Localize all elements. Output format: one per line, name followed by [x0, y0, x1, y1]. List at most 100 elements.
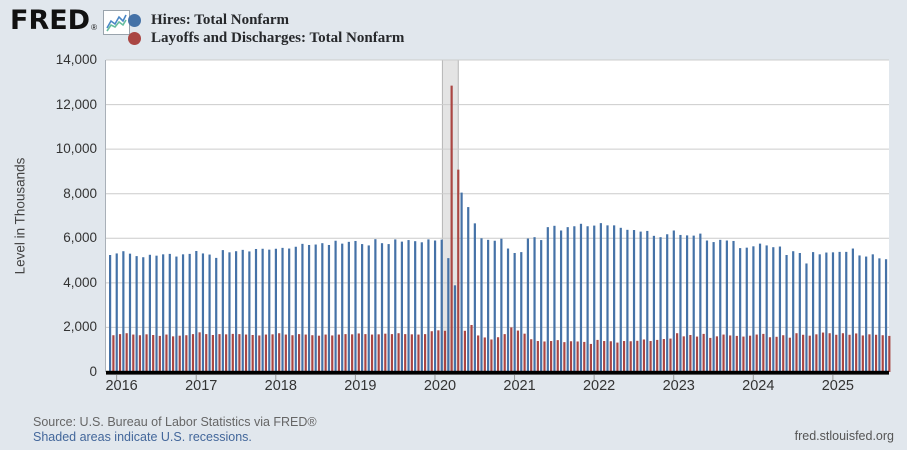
- layoffs-bar: [510, 327, 513, 372]
- layoffs-bar: [417, 334, 420, 372]
- hires-bar: [865, 256, 868, 372]
- hires-bar: [168, 253, 171, 372]
- hires-bar: [765, 245, 768, 372]
- layoffs-bar: [370, 334, 374, 372]
- layoffs-bar: [629, 341, 632, 372]
- layoffs-bar: [669, 338, 672, 372]
- y-tick-label: 12,000: [55, 96, 97, 112]
- hires-bar: [228, 252, 231, 372]
- hires-bar: [559, 230, 563, 372]
- layoffs-bar: [138, 335, 142, 372]
- x-year-label: 2025: [821, 378, 854, 394]
- y-tick-label: 0: [89, 364, 97, 379]
- hires-bar: [606, 225, 609, 372]
- layoffs-bar: [563, 342, 566, 372]
- legend-item-hires[interactable]: Hires: Total Nonfarm: [128, 12, 404, 29]
- hires-bar: [274, 248, 277, 372]
- layoffs-bar: [450, 85, 453, 372]
- layoffs-bar: [503, 334, 506, 372]
- hires-bar: [553, 225, 556, 372]
- layoffs-bar: [802, 334, 805, 372]
- layoffs-bar: [536, 341, 539, 372]
- hires-bar: [155, 255, 158, 372]
- layoffs-bar: [523, 333, 526, 372]
- layoffs-bar: [357, 333, 360, 372]
- layoffs-bar: [251, 335, 254, 372]
- layoffs-bar: [815, 334, 818, 372]
- hires-bar: [659, 237, 662, 372]
- layoffs-bar: [550, 341, 553, 372]
- x-year-label: 2023: [662, 378, 695, 394]
- legend-item-layoffs[interactable]: Layoffs and Discharges: Total Nonfarm: [128, 30, 404, 47]
- layoffs-bar: [596, 339, 599, 372]
- hires-bar: [798, 252, 801, 372]
- hires-bar: [811, 252, 815, 372]
- source-attribution: Source: U.S. Bureau of Labor Statistics …: [33, 415, 317, 429]
- hires-bar: [109, 255, 112, 372]
- layoffs-bar: [755, 334, 758, 372]
- hires-bar: [599, 223, 602, 372]
- layoffs-bar: [218, 334, 221, 372]
- hires-bar: [162, 254, 165, 372]
- hires-bar: [831, 252, 835, 372]
- hires-bar: [380, 243, 384, 372]
- layoffs-bar: [569, 341, 573, 372]
- layoffs-bar: [397, 333, 400, 372]
- hires-bar: [513, 252, 516, 372]
- x-year-label: 2017: [185, 378, 218, 394]
- y-tick-label: 4,000: [63, 274, 97, 290]
- layoffs-bar: [742, 336, 745, 372]
- hires-bar: [739, 248, 742, 372]
- layoffs-bar: [662, 339, 665, 372]
- layoffs-bar: [225, 334, 228, 372]
- hires-bar: [818, 254, 821, 372]
- layoffs-bar: [556, 340, 559, 372]
- hires-bar: [586, 226, 589, 372]
- layoffs-bar: [304, 334, 307, 372]
- hires-series-dot: [128, 14, 141, 27]
- hires-bar: [593, 225, 596, 372]
- hires-bar: [188, 253, 191, 372]
- layoffs-bar: [404, 334, 407, 372]
- layoffs-bar: [377, 334, 380, 372]
- fred-site-link[interactable]: fred.stlouisfed.org: [794, 429, 894, 443]
- layoffs-bar: [848, 334, 851, 372]
- layoffs-bar: [729, 335, 732, 372]
- layoffs-bar: [649, 341, 652, 372]
- hires-bar: [500, 238, 503, 372]
- layoffs-bar: [238, 334, 241, 372]
- y-tick-label: 10,000: [55, 141, 97, 157]
- hires-bar: [725, 240, 728, 372]
- layoffs-bar: [390, 334, 394, 372]
- layoffs-bar: [642, 339, 646, 372]
- layoffs-bar: [795, 333, 798, 372]
- layoffs-bar: [636, 340, 639, 372]
- fred-logo[interactable]: FRED ®: [10, 7, 130, 35]
- layoffs-bar: [284, 334, 287, 372]
- plot-area[interactable]: [105, 59, 891, 380]
- hires-bar: [533, 237, 536, 372]
- hires-bar: [838, 251, 841, 372]
- layoffs-bar: [868, 334, 871, 372]
- hires-bar: [772, 247, 775, 372]
- x-year-label: 2016: [105, 378, 138, 394]
- layoffs-bar: [835, 334, 838, 372]
- hires-bar: [652, 235, 656, 372]
- hires-bar: [420, 242, 423, 372]
- layoffs-bar: [603, 341, 606, 372]
- hires-bar: [520, 252, 523, 372]
- hires-bar: [460, 192, 463, 372]
- hires-bar: [672, 230, 675, 372]
- layoffs-bar: [145, 334, 148, 372]
- bar-chart-canvas: [106, 59, 891, 380]
- hires-bar: [845, 251, 848, 372]
- layoffs-bar: [364, 334, 367, 372]
- layoffs-bar: [689, 335, 692, 372]
- hires-bar: [745, 247, 748, 372]
- layoffs-bar: [112, 335, 115, 372]
- recession-note-link[interactable]: Shaded areas indicate U.S. recessions.: [33, 430, 252, 444]
- hires-bar: [407, 240, 410, 372]
- hires-bar: [367, 245, 370, 372]
- layoffs-bar: [317, 335, 321, 372]
- hires-bar: [526, 238, 530, 372]
